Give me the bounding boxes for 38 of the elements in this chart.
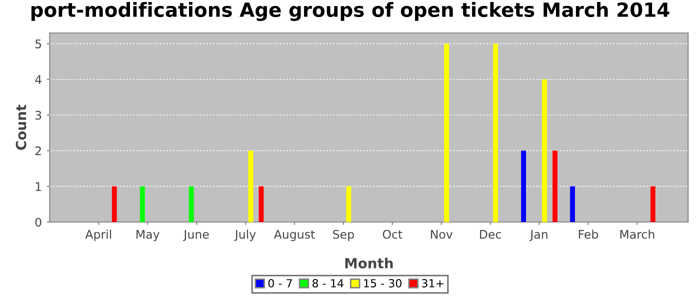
bar — [650, 186, 656, 222]
y-tick-label: 5 — [35, 40, 42, 48]
y-tick-label: 3 — [35, 110, 42, 120]
x-tick-label: Jan — [530, 230, 548, 241]
bar — [346, 186, 352, 222]
bar — [140, 186, 145, 222]
y-tick-label: 4 — [35, 75, 42, 84]
x-tick-label: March — [620, 230, 654, 239]
bar — [188, 186, 194, 222]
bar — [493, 44, 498, 222]
x-tick-label: May — [136, 230, 160, 242]
y-tick-label: 1 — [36, 182, 41, 191]
bar — [444, 44, 450, 222]
bar — [570, 186, 575, 222]
bar — [258, 186, 264, 222]
x-tick-label: August — [274, 230, 315, 242]
legend-label: 8 - 14 — [312, 279, 344, 288]
x-tick-label: April — [85, 230, 112, 242]
y-axis-title: Count — [16, 104, 26, 150]
x-tick-label: Feb — [578, 230, 598, 239]
x-tick-label: Oct — [382, 230, 402, 239]
x-tick-label: June — [183, 230, 209, 241]
chart-title: port-modifications Age groups of open tickets March 2014 — [31, 2, 670, 21]
bar — [542, 79, 547, 222]
bar — [521, 150, 526, 222]
bar — [112, 186, 117, 222]
bar — [552, 150, 558, 222]
y-tick-label: 0 — [35, 218, 42, 227]
x-tick-label: Sep — [333, 230, 354, 242]
legend-label: 15 - 30 — [364, 279, 402, 288]
y-tick-label: 2 — [35, 146, 41, 156]
x-tick-label: Dec — [480, 230, 502, 239]
legend-label: 0 - 7 — [268, 279, 292, 288]
x-tick-label: July — [234, 230, 256, 242]
x-axis-title: Month — [345, 258, 393, 268]
x-tick-label: Nov — [430, 230, 453, 239]
bar — [248, 150, 254, 222]
legend-label: 31+ — [422, 279, 444, 288]
